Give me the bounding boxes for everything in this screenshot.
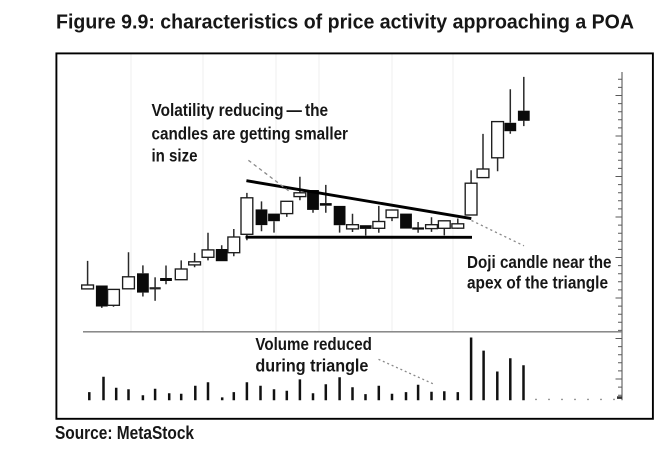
svg-text:Doji candle near the: Doji candle near the (467, 252, 612, 272)
svg-text:Figure 9.9: characteristics of: Figure 9.9: characteristics of price act… (56, 10, 634, 33)
svg-text:in size: in size (152, 146, 198, 166)
svg-text:Volatility reducing — the: Volatility reducing — the (152, 100, 329, 120)
svg-text:Source: MetaStock: Source: MetaStock (55, 423, 195, 443)
svg-text:candles are getting smaller: candles are getting smaller (152, 124, 349, 144)
svg-text:apex of the triangle: apex of the triangle (467, 273, 608, 293)
svg-text:during triangle: during triangle (255, 356, 368, 376)
svg-text:Volume reduced: Volume reduced (255, 334, 372, 354)
